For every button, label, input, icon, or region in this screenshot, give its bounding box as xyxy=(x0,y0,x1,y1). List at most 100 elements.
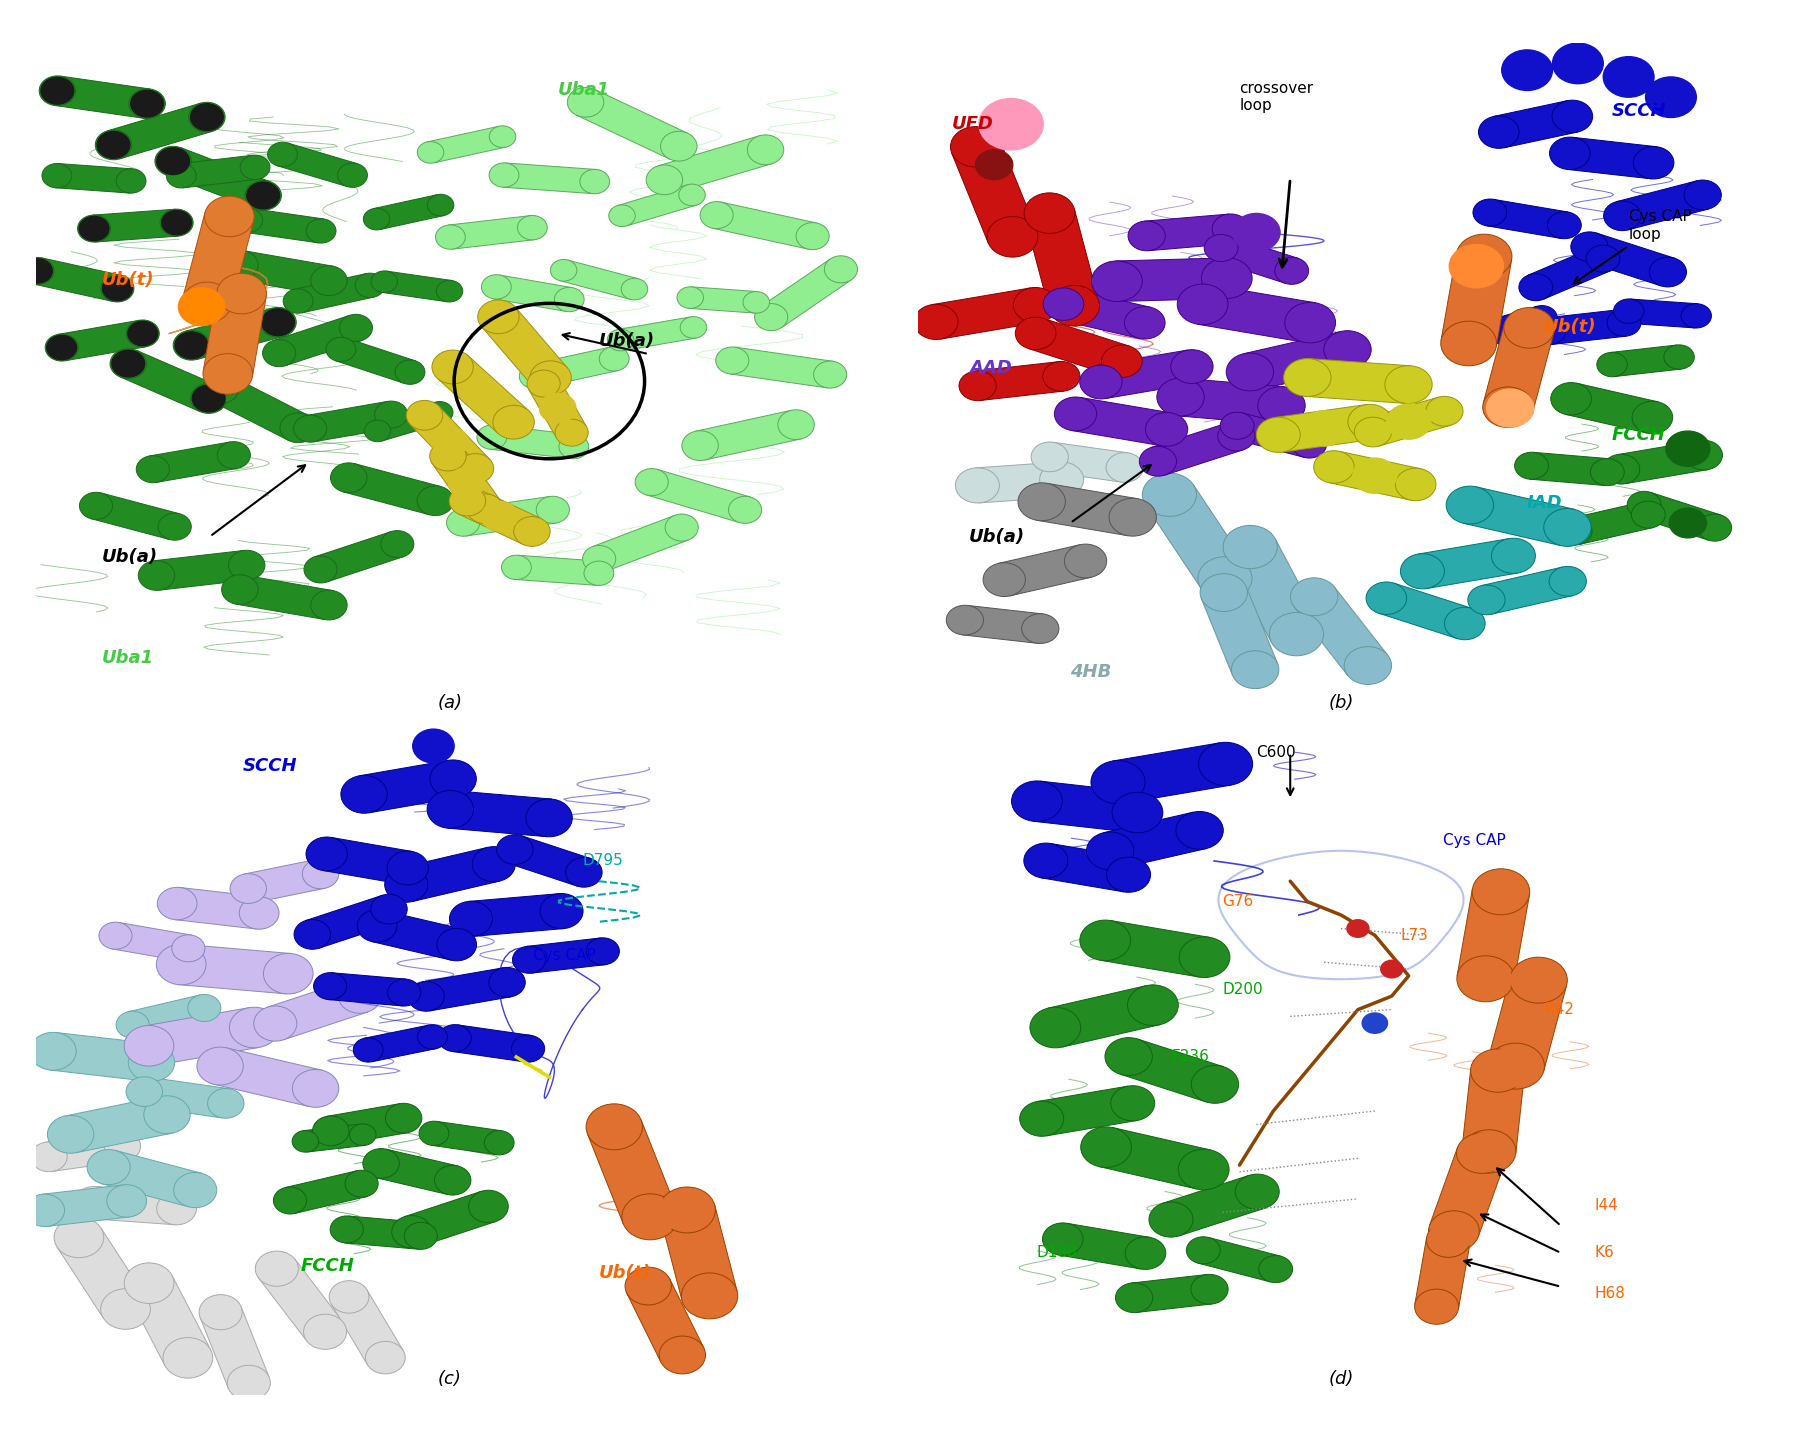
Ellipse shape xyxy=(1597,352,1627,377)
Polygon shape xyxy=(1530,453,1609,486)
Ellipse shape xyxy=(1586,244,1620,272)
Polygon shape xyxy=(1163,1175,1265,1235)
Ellipse shape xyxy=(124,1263,175,1303)
Ellipse shape xyxy=(437,929,477,961)
Text: K6: K6 xyxy=(1595,1245,1615,1261)
Ellipse shape xyxy=(1175,811,1224,850)
Ellipse shape xyxy=(396,360,425,384)
Ellipse shape xyxy=(371,270,398,292)
Ellipse shape xyxy=(1285,302,1336,342)
Polygon shape xyxy=(1037,1086,1138,1136)
Ellipse shape xyxy=(1125,306,1165,339)
Ellipse shape xyxy=(599,347,628,371)
Ellipse shape xyxy=(1201,257,1253,299)
Ellipse shape xyxy=(25,1194,65,1227)
Ellipse shape xyxy=(117,168,146,193)
Circle shape xyxy=(1460,958,1512,999)
Text: Ub(t): Ub(t) xyxy=(1544,318,1597,336)
Polygon shape xyxy=(1120,1040,1224,1102)
Ellipse shape xyxy=(126,1077,162,1106)
Ellipse shape xyxy=(256,1251,299,1286)
Ellipse shape xyxy=(580,170,610,194)
Ellipse shape xyxy=(1019,1102,1064,1136)
Circle shape xyxy=(979,99,1044,150)
Polygon shape xyxy=(1244,331,1354,390)
Polygon shape xyxy=(576,89,688,160)
Ellipse shape xyxy=(283,289,313,313)
Ellipse shape xyxy=(117,1011,149,1038)
Polygon shape xyxy=(659,1205,738,1301)
Circle shape xyxy=(661,1337,704,1372)
Ellipse shape xyxy=(207,1089,245,1119)
Ellipse shape xyxy=(364,209,391,230)
Ellipse shape xyxy=(364,420,391,441)
Ellipse shape xyxy=(329,1281,369,1313)
Circle shape xyxy=(1449,244,1503,288)
Ellipse shape xyxy=(293,416,328,441)
Ellipse shape xyxy=(481,275,511,299)
Text: Cys CAP
loop: Cys CAP loop xyxy=(1629,210,1692,242)
Polygon shape xyxy=(328,1103,407,1146)
Ellipse shape xyxy=(1456,1133,1507,1173)
Text: crossover
loop: crossover loop xyxy=(1240,81,1314,114)
Polygon shape xyxy=(1463,487,1573,545)
Ellipse shape xyxy=(1087,833,1134,870)
Text: IAD: IAD xyxy=(1526,493,1562,512)
Polygon shape xyxy=(502,162,596,194)
Ellipse shape xyxy=(1192,1066,1238,1103)
Ellipse shape xyxy=(157,945,205,985)
Ellipse shape xyxy=(1109,499,1156,536)
Ellipse shape xyxy=(1345,647,1391,684)
Ellipse shape xyxy=(54,1217,104,1258)
Polygon shape xyxy=(560,260,639,299)
Polygon shape xyxy=(617,184,697,226)
Ellipse shape xyxy=(956,467,999,503)
Ellipse shape xyxy=(203,354,252,394)
Polygon shape xyxy=(185,308,284,360)
Ellipse shape xyxy=(189,102,225,132)
Text: 4HB: 4HB xyxy=(1071,663,1112,680)
Ellipse shape xyxy=(338,978,382,1014)
Ellipse shape xyxy=(1697,515,1732,541)
Polygon shape xyxy=(1100,920,1210,976)
Ellipse shape xyxy=(263,953,313,994)
Ellipse shape xyxy=(1552,101,1593,132)
Ellipse shape xyxy=(1532,318,1566,345)
Ellipse shape xyxy=(1283,358,1330,397)
Ellipse shape xyxy=(1105,1038,1152,1076)
Ellipse shape xyxy=(477,426,508,449)
Ellipse shape xyxy=(558,434,589,459)
Text: Ub(a): Ub(a) xyxy=(968,528,1024,545)
Ellipse shape xyxy=(1633,147,1674,178)
Polygon shape xyxy=(245,209,324,243)
Polygon shape xyxy=(365,1025,436,1061)
Polygon shape xyxy=(1366,397,1451,446)
Ellipse shape xyxy=(436,224,466,249)
Ellipse shape xyxy=(128,1044,175,1081)
Circle shape xyxy=(481,502,518,531)
Polygon shape xyxy=(56,164,133,193)
Ellipse shape xyxy=(126,321,158,347)
Ellipse shape xyxy=(419,1122,448,1146)
Polygon shape xyxy=(1627,299,1697,328)
Polygon shape xyxy=(328,972,407,1007)
Ellipse shape xyxy=(346,1171,378,1198)
Ellipse shape xyxy=(338,162,367,187)
Ellipse shape xyxy=(311,266,347,296)
Ellipse shape xyxy=(472,847,515,881)
Polygon shape xyxy=(963,605,1042,643)
Polygon shape xyxy=(1494,101,1577,148)
Ellipse shape xyxy=(1112,792,1163,833)
Circle shape xyxy=(1429,1224,1469,1255)
Text: Ub(t): Ub(t) xyxy=(599,1264,652,1283)
Circle shape xyxy=(1645,78,1696,118)
Polygon shape xyxy=(236,250,333,295)
Ellipse shape xyxy=(427,791,473,828)
Ellipse shape xyxy=(587,938,619,965)
Circle shape xyxy=(628,1268,670,1303)
Polygon shape xyxy=(400,847,500,902)
Polygon shape xyxy=(1616,440,1708,483)
Ellipse shape xyxy=(274,1186,306,1214)
Ellipse shape xyxy=(1220,413,1255,439)
Circle shape xyxy=(1465,1132,1514,1171)
